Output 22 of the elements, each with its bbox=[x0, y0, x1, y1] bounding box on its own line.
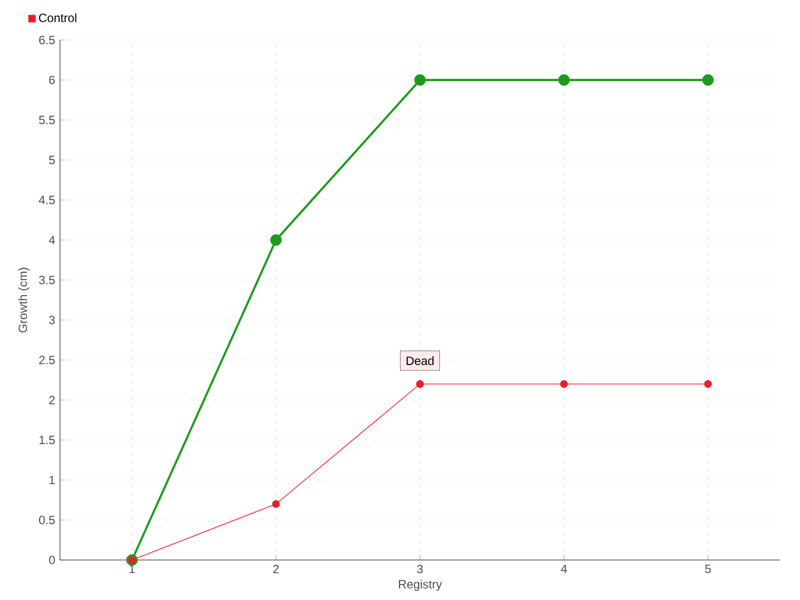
x-tick-label: 3 bbox=[417, 564, 423, 574]
x-tick-label: 4 bbox=[560, 564, 567, 573]
y-axis-title: Growth (cm) bbox=[18, 268, 30, 332]
x-tick-label: 5 bbox=[705, 564, 711, 574]
y-tick-label: 4 bbox=[48, 236, 55, 244]
y-tick-label: 1 bbox=[50, 476, 55, 484]
y-tick-label: 2.5 bbox=[39, 356, 55, 364]
y-tick-label: 2 bbox=[49, 396, 55, 404]
y-tick-label: 3 bbox=[49, 316, 55, 324]
y-tick-label: 0 bbox=[49, 556, 55, 564]
legend-label: Control bbox=[39, 13, 76, 22]
x-tick-label: 2 bbox=[273, 564, 279, 574]
annotation: Dead bbox=[406, 356, 434, 366]
y-tick-label: 5 bbox=[49, 156, 55, 164]
y-tick-label: 6.5 bbox=[39, 36, 55, 44]
y-tick-label: 4.5 bbox=[38, 196, 55, 204]
y-tick-label: 0.5 bbox=[39, 516, 55, 524]
y-tick-label: 3.5 bbox=[39, 276, 55, 284]
x-axis-title: Registry bbox=[398, 580, 442, 591]
y-tick-label: 5.5 bbox=[39, 116, 55, 124]
y-tick-label: 1.5 bbox=[40, 436, 55, 444]
y-tick-label: 6 bbox=[49, 76, 55, 84]
